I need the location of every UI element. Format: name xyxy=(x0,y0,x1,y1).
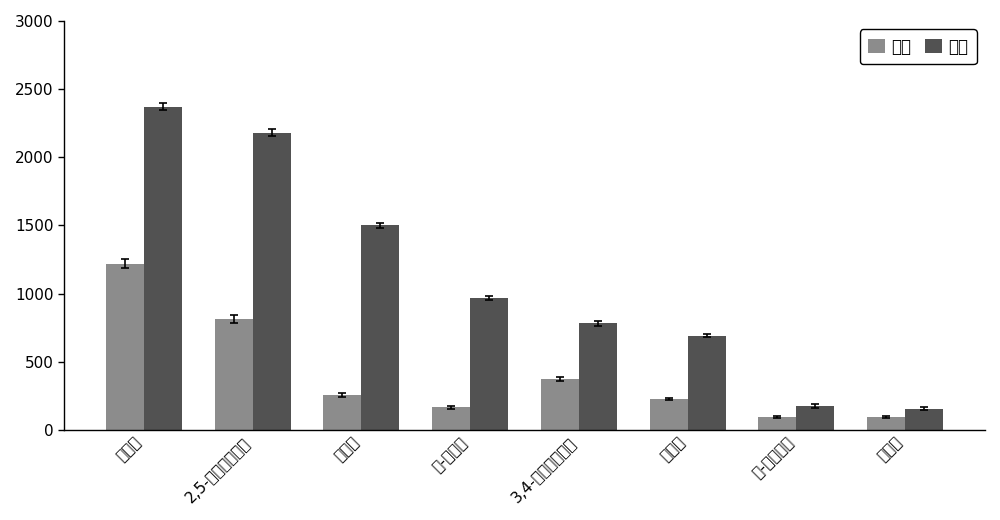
Bar xyxy=(579,323,617,430)
Bar xyxy=(470,297,508,430)
Bar xyxy=(688,336,726,430)
Bar xyxy=(253,133,291,430)
Bar xyxy=(905,409,943,430)
Bar xyxy=(796,406,834,430)
Bar xyxy=(758,417,796,430)
Bar xyxy=(215,319,253,430)
Bar xyxy=(144,107,182,430)
Bar xyxy=(650,399,688,430)
Bar xyxy=(323,395,361,430)
Bar xyxy=(106,264,144,430)
Legend: 乙酸, 甲酸: 乙酸, 甲酸 xyxy=(860,29,977,64)
Bar xyxy=(867,417,905,430)
Bar xyxy=(541,379,579,430)
Bar xyxy=(432,407,470,430)
Bar xyxy=(361,225,399,430)
